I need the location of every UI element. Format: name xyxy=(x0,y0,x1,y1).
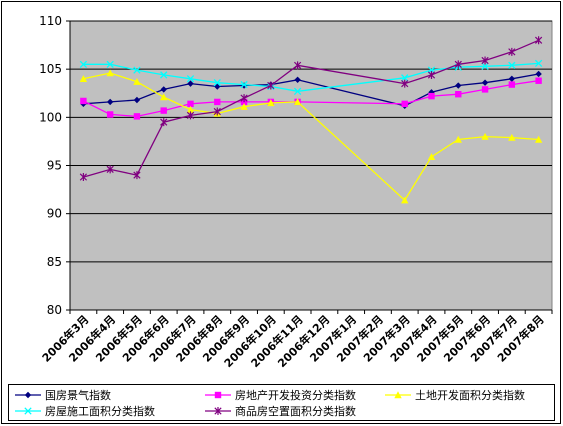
legend-item-series-5: 商品房空置面积分类指数 xyxy=(205,403,356,419)
data-point-s4-4 xyxy=(160,71,168,79)
data-point-s2-16 xyxy=(481,86,489,93)
data-point-s1-5 xyxy=(187,80,194,87)
data-point-s4-13 xyxy=(401,74,409,82)
data-point-s3-16 xyxy=(481,132,489,140)
data-point-s2-2 xyxy=(106,111,114,118)
data-point-s5-6 xyxy=(213,107,221,116)
data-point-s3-14 xyxy=(427,153,436,161)
data-point-s5-1 xyxy=(79,173,88,182)
data-point-s5-15 xyxy=(454,60,462,69)
legend-swatch-3 xyxy=(385,391,411,399)
data-point-s2-15 xyxy=(455,91,462,98)
data-point-s5-4 xyxy=(160,118,168,127)
data-point-s4-1 xyxy=(79,60,88,69)
data-point-s3-15 xyxy=(454,135,462,143)
data-point-s1-16 xyxy=(481,79,489,86)
data-point-s2-14 xyxy=(428,92,435,100)
legend-swatch-5 xyxy=(205,407,231,415)
data-point-s5-9 xyxy=(293,61,302,70)
data-point-s2-1 xyxy=(80,97,87,105)
data-point-s2-4 xyxy=(160,107,167,114)
data-point-s3-4 xyxy=(160,93,168,101)
legend-item-series-4: 房屋施工面积分类指数 xyxy=(15,403,155,419)
data-point-s2-17 xyxy=(508,81,516,88)
data-point-s1-18 xyxy=(535,70,542,78)
legend-swatch-2 xyxy=(205,391,231,399)
data-point-s1-15 xyxy=(455,82,462,89)
data-point-s3-7 xyxy=(240,103,248,110)
legend-marker xyxy=(394,391,402,399)
data-point-s4-3 xyxy=(133,66,141,74)
legend-label-5: 商品房空置面积分类指数 xyxy=(235,405,356,418)
legend-item-series-3: 土地开发面积分类指数 xyxy=(385,387,525,403)
data-point-s4-6 xyxy=(213,78,221,87)
legend-swatch-1 xyxy=(15,391,41,399)
data-point-s3-2 xyxy=(106,69,114,77)
data-point-s3-13 xyxy=(401,196,409,204)
data-point-s4-18 xyxy=(534,59,543,68)
legend-marker xyxy=(24,407,32,415)
y-tick-label-110: 110 xyxy=(39,14,62,28)
data-point-s4-9 xyxy=(293,87,302,95)
data-point-s1-17 xyxy=(508,75,516,82)
data-point-s3-18 xyxy=(534,135,543,143)
data-point-s5-3 xyxy=(133,171,141,180)
data-point-s5-5 xyxy=(186,111,195,120)
data-point-s2-18 xyxy=(535,77,542,84)
data-point-s2-6 xyxy=(214,98,221,106)
data-point-s2-3 xyxy=(133,113,141,120)
data-point-s5-8 xyxy=(267,81,275,90)
data-point-s3-17 xyxy=(508,133,516,141)
data-point-s1-4 xyxy=(160,86,167,93)
data-point-s5-18 xyxy=(534,36,543,45)
data-point-s5-7 xyxy=(240,94,248,103)
data-point-s4-16 xyxy=(481,62,489,70)
y-tick-label-100: 100 xyxy=(39,110,62,124)
data-point-s4-5 xyxy=(186,75,195,83)
data-point-s3-3 xyxy=(133,77,141,85)
y-tick-label-90: 90 xyxy=(47,207,62,221)
data-point-s4-7 xyxy=(240,80,248,89)
data-point-s5-13 xyxy=(401,79,409,88)
data-point-s4-2 xyxy=(106,60,114,69)
y-tick-label-80: 80 xyxy=(47,303,62,317)
legend-label-4: 房屋施工面积分类指数 xyxy=(45,405,155,418)
y-tick-label-105: 105 xyxy=(39,62,62,76)
data-point-s3-1 xyxy=(79,75,88,82)
legend-item-series-1: 国房景气指数 xyxy=(15,387,111,403)
data-point-s2-5 xyxy=(187,100,194,108)
data-point-s1-2 xyxy=(106,98,114,106)
data-point-s1-9 xyxy=(294,76,301,83)
data-point-s5-17 xyxy=(508,47,516,56)
data-point-s4-17 xyxy=(508,61,516,69)
legend-label-2: 房地产开发投资分类指数 xyxy=(235,389,356,402)
legend-marker xyxy=(214,407,222,415)
y-tick-label-85: 85 xyxy=(47,255,62,269)
legend-marker xyxy=(214,391,222,399)
y-tick-label-95: 95 xyxy=(47,159,62,173)
data-point-s3-8 xyxy=(267,99,275,107)
data-point-s5-2 xyxy=(106,165,114,174)
legend-label-3: 土地开发面积分类指数 xyxy=(415,389,525,402)
legend-swatch-4 xyxy=(15,407,41,415)
legend: 国房景气指数 房地产开发投资分类指数 土地开发面积分类指数 房屋施工面积分类指数… xyxy=(8,384,555,421)
data-point-s2-13 xyxy=(401,100,408,108)
legend-item-series-2: 房地产开发投资分类指数 xyxy=(205,387,356,403)
data-point-s3-9 xyxy=(293,98,302,106)
data-point-s5-14 xyxy=(427,70,436,79)
legend-label-1: 国房景气指数 xyxy=(45,389,111,402)
legend-marker xyxy=(24,391,32,399)
data-point-s3-5 xyxy=(186,105,195,113)
data-point-s1-3 xyxy=(133,96,141,104)
data-point-s5-16 xyxy=(481,56,489,65)
